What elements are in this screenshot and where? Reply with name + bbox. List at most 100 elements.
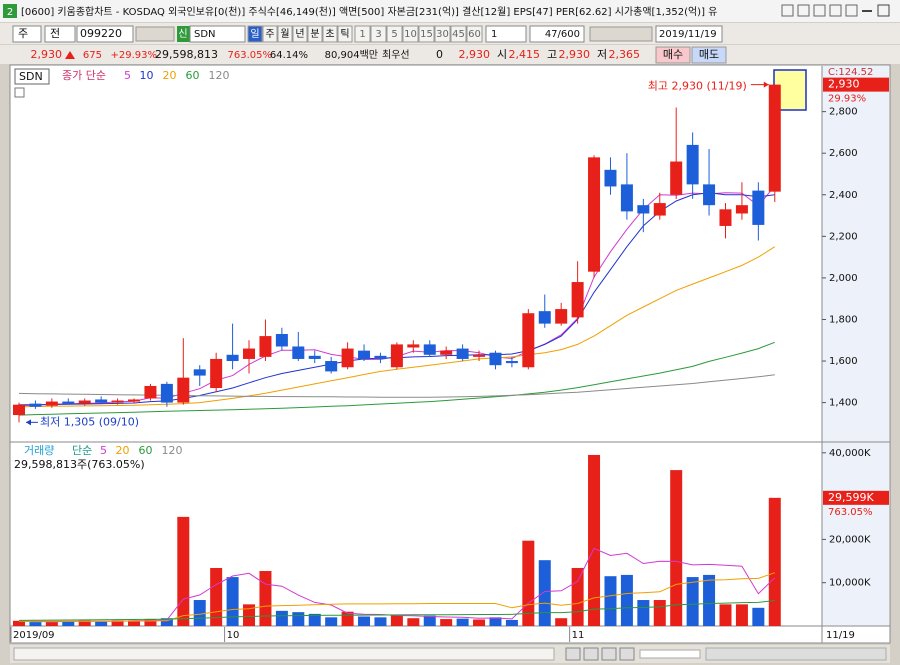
scroll-button[interactable] — [583, 647, 599, 661]
candle-body — [703, 184, 716, 206]
minute-button[interactable] — [434, 25, 451, 43]
candle-body — [538, 311, 551, 324]
minute-text: 15 — [420, 29, 433, 40]
minute-text: 1 — [359, 29, 365, 40]
volume-bar — [703, 574, 716, 626]
candle-body — [440, 350, 453, 355]
code-input[interactable] — [76, 25, 134, 43]
y-tick-label: 2,400 — [829, 190, 858, 201]
icon-buttons[interactable] — [135, 26, 175, 42]
volume-bar — [571, 567, 584, 626]
control-button[interactable] — [781, 4, 794, 17]
right-axis-bg — [822, 66, 889, 626]
minute-button[interactable] — [450, 25, 467, 43]
candle-body — [292, 346, 305, 359]
prev-select[interactable] — [44, 25, 76, 43]
period-button[interactable] — [337, 25, 353, 43]
minute-button[interactable] — [466, 25, 483, 43]
range-text: 47/600 — [545, 29, 580, 40]
control-button[interactable] — [813, 4, 826, 17]
minute-button[interactable] — [370, 25, 387, 43]
volume-bar — [735, 604, 748, 626]
quote-turnover: 64.14% — [270, 50, 308, 61]
period-button[interactable] — [307, 25, 323, 43]
candle-body — [604, 169, 617, 187]
zoom-slider[interactable] — [639, 649, 701, 659]
candle-body — [13, 404, 25, 416]
volume-bar — [95, 621, 108, 626]
annotation: 최고 2,930 (11/19) — [648, 80, 747, 93]
control-button[interactable] — [829, 4, 842, 17]
minute-button[interactable] — [402, 25, 419, 43]
candle-body — [505, 361, 518, 364]
legend-entry: 20 — [163, 69, 177, 82]
candle-body — [78, 400, 91, 404]
sell-button[interactable] — [691, 46, 727, 64]
plot: 1,400 1,600 1,800 2,000 2,200 2,400 2,600 2,800… — [10, 67, 889, 642]
candle-body — [407, 344, 420, 348]
period-text: 일 — [250, 28, 259, 40]
legend-entry: 120 — [162, 444, 183, 457]
minute-button[interactable] — [354, 25, 371, 43]
quote-price: 2,930 — [31, 48, 63, 61]
minute-text: 60 — [468, 29, 481, 40]
x-tick-label: 11/19 — [826, 630, 855, 641]
candle-body — [259, 336, 272, 357]
control-button[interactable] — [845, 4, 858, 17]
candle-body — [571, 282, 584, 318]
x-tick-label: 2019/09 — [13, 630, 55, 641]
candle-body — [719, 209, 732, 226]
y-tick-label: 2,600 — [829, 148, 858, 159]
period-button[interactable] — [322, 25, 338, 43]
period-buttons: 일 주 월 년 분 초 틱 1 3 5 10 15 30 45 60 — [247, 25, 483, 43]
control-button[interactable] — [797, 4, 810, 17]
symbol-box — [14, 68, 50, 85]
count-text: 1 — [491, 29, 497, 40]
name-field[interactable] — [189, 25, 246, 43]
tool-icons[interactable] — [589, 26, 653, 42]
count-input[interactable] — [485, 25, 527, 43]
volume-bar — [111, 620, 124, 626]
candle-body — [341, 348, 354, 368]
volume-bar — [275, 610, 288, 626]
candle-body — [128, 399, 141, 402]
current-marker-label: 2,930 — [828, 78, 860, 91]
candle-body — [768, 84, 781, 192]
period-button[interactable] — [262, 25, 278, 43]
candle-body — [95, 399, 108, 403]
volume-bar — [308, 613, 321, 626]
minimize-button[interactable] — [862, 10, 872, 12]
candle-body — [637, 205, 650, 214]
volume-bar — [13, 620, 25, 626]
period-button[interactable] — [292, 25, 308, 43]
candle-body — [325, 361, 338, 372]
volume-bar — [555, 618, 568, 626]
scroll-button[interactable] — [565, 647, 581, 661]
buy-button[interactable] — [655, 46, 691, 64]
period-button[interactable] — [277, 25, 293, 43]
date-field[interactable] — [655, 25, 723, 43]
legend-entry: 10 — [140, 69, 154, 82]
market-select[interactable] — [12, 25, 42, 43]
scroll-button[interactable] — [619, 647, 635, 661]
close-button[interactable] — [877, 4, 890, 17]
tool-strip[interactable] — [705, 647, 887, 661]
window-icon — [3, 4, 17, 18]
candle-body — [752, 190, 765, 225]
y-tick-label: 40,000K — [829, 448, 871, 459]
volume-bar — [456, 618, 469, 626]
panel-icon[interactable] — [14, 87, 25, 98]
minute-button[interactable] — [386, 25, 403, 43]
period-text: 틱 — [340, 28, 349, 40]
buy-text: 매수 — [663, 48, 683, 61]
current-marker-label: 29,599K — [828, 491, 874, 504]
period-text: 분 — [310, 28, 319, 40]
volume-bar — [768, 497, 781, 626]
period-button[interactable] — [247, 25, 263, 43]
scroll-track[interactable] — [13, 647, 555, 661]
candle-body — [735, 205, 748, 214]
minute-button[interactable] — [418, 25, 435, 43]
scroll-button[interactable] — [601, 647, 617, 661]
candle-body — [29, 403, 42, 407]
candle-body — [588, 157, 601, 272]
